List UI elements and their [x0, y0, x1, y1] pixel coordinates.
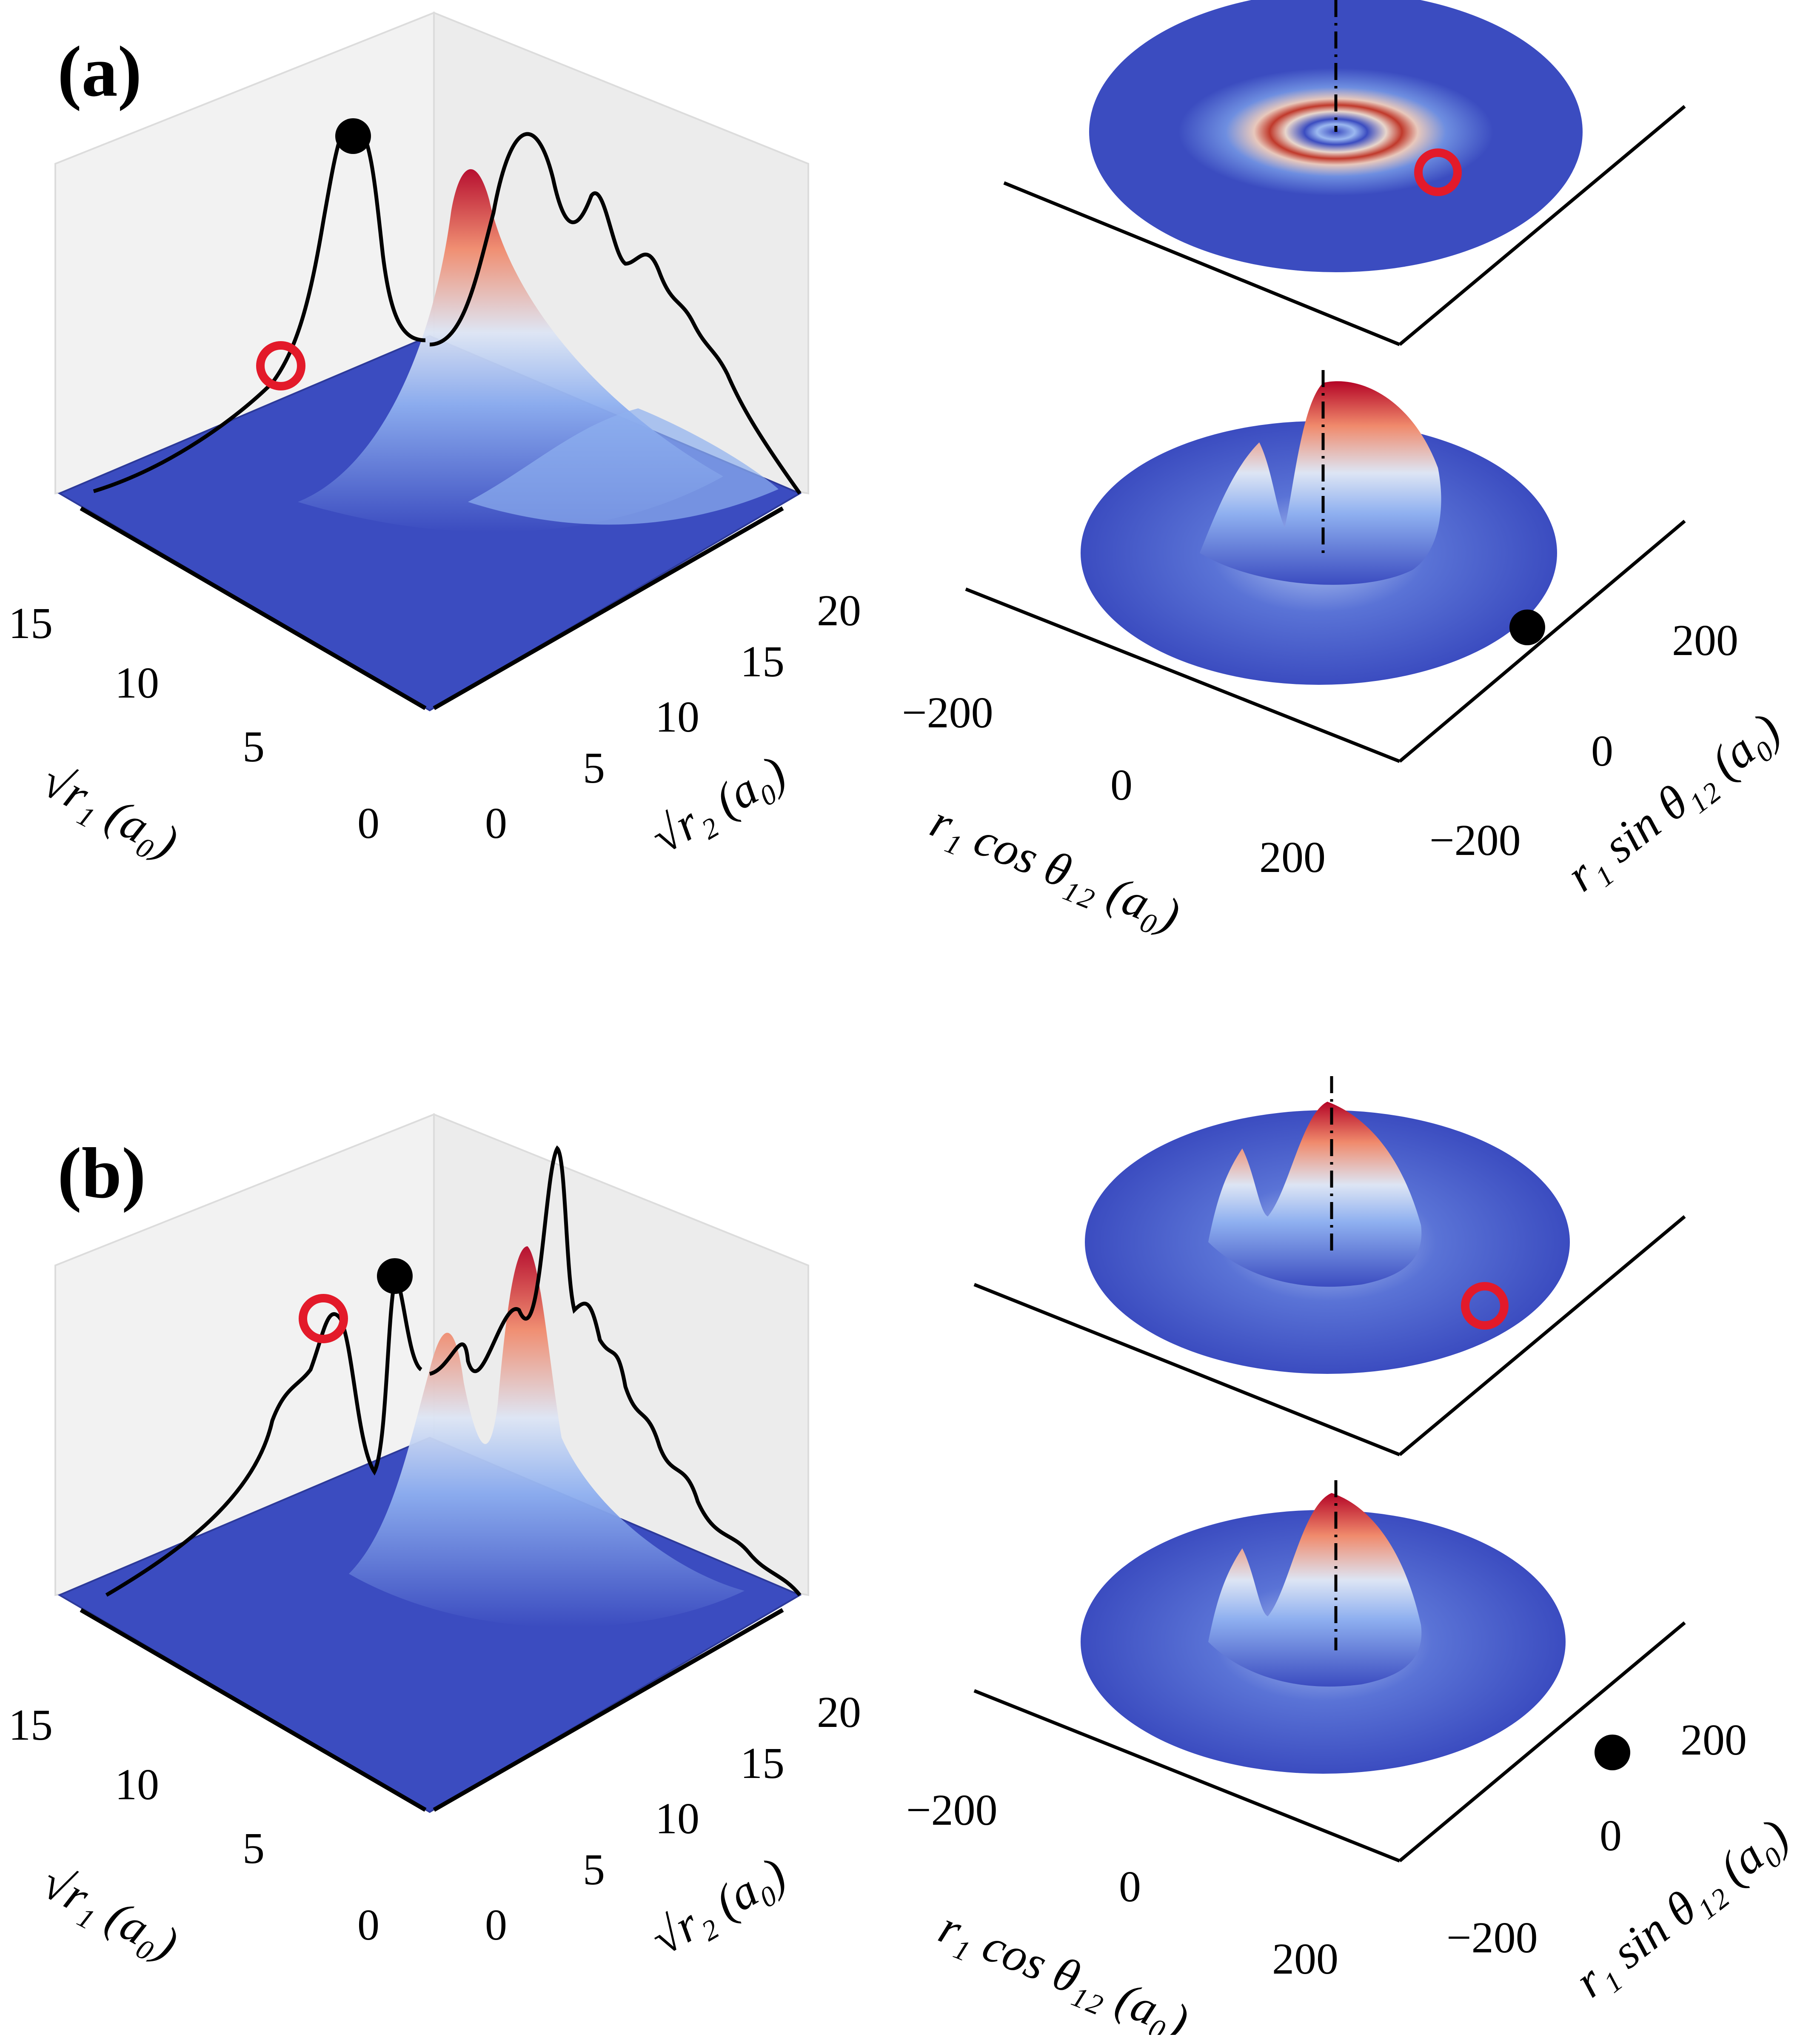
r1-tick-5: 5: [242, 1824, 265, 1873]
x-tick-0: 0: [1119, 1862, 1141, 1911]
r1-axis-label: √r₁ (a₀): [33, 754, 186, 869]
panel-a: (a) 15 10 5 0 0 5 10 15 20: [9, 0, 1790, 942]
x-tick-0: 0: [1110, 761, 1133, 809]
r2-tick-15: 15: [740, 1739, 784, 1788]
open-marker: [299, 1294, 348, 1343]
r1-axis-line: [80, 1608, 427, 1812]
r2-axis-label: √r₂ (a₀): [643, 1847, 795, 1966]
r2-tick-10: 10: [655, 692, 699, 741]
x-tick-200: 200: [1272, 1934, 1338, 1983]
r2-axis-label: √r₂ (a₀): [643, 746, 795, 864]
panel-label-b: (b): [57, 1133, 146, 1213]
filled-marker-disk: [1595, 1735, 1630, 1770]
x-axis-bottom: [965, 587, 1401, 763]
x-axis-label: r₁ cos θ₁₂ (a₀): [924, 795, 1187, 942]
y-tick-neg200: −200: [1429, 816, 1521, 865]
filled-marker-disk: [1509, 610, 1545, 645]
surface-ripples: [468, 408, 779, 525]
r2-tick-20: 20: [817, 1688, 861, 1737]
open-marker: [256, 341, 305, 390]
filled-marker: [377, 1258, 413, 1294]
r1-axis-line: [80, 506, 427, 710]
r2-tick-5: 5: [583, 744, 605, 792]
x-tick-200: 200: [1259, 833, 1326, 882]
x-tick-neg200: −200: [906, 1786, 998, 1835]
r2-tick-10: 10: [655, 1794, 699, 1843]
y-axis-top: [1398, 1215, 1686, 1456]
r1-tick-0: 0: [357, 1900, 379, 1949]
r2-tick-0: 0: [485, 799, 507, 848]
r1-tick-5: 5: [242, 722, 265, 771]
projection-curve-r2: [429, 1145, 802, 1596]
disk-peak-a: [1200, 381, 1441, 585]
r1-tick-15: 15: [9, 1701, 53, 1749]
projection-curve-r1: [93, 121, 426, 493]
x-axis-label: r₁ cos θ₁₂ (a₀): [932, 1900, 1196, 2035]
r2-axis-line: [433, 506, 784, 710]
open-marker-disk: [1414, 148, 1462, 196]
surface-plot-b: 15 10 5 0 0 5 10 15 20 √r₁ (a₀) √r₂ (a₀): [9, 1113, 861, 1971]
panel-label-a: (a): [57, 31, 142, 111]
r1-axis-label: √r₁ (a₀): [33, 1856, 186, 1971]
r2-tick-0: 0: [485, 1900, 507, 1949]
y-axis-bottom: [1398, 519, 1686, 763]
y-axis-top: [1398, 105, 1686, 346]
disk-peak-top-b: [1208, 1102, 1422, 1287]
r1-tick-10: 10: [115, 658, 159, 707]
disk-peak-bottom-b: [1208, 1493, 1422, 1687]
x-axis-top: [973, 1283, 1401, 1456]
y-tick-neg200: −200: [1446, 1913, 1538, 1962]
r2-tick-5: 5: [583, 1845, 605, 1894]
r1-tick-10: 10: [115, 1760, 159, 1809]
projection-curve-r2: [429, 132, 802, 495]
r1-tick-0: 0: [357, 799, 379, 848]
surface-plot-a: 15 10 5 0 0 5 10 15 20 √r₁ (a₀) √r₂ (a₀): [9, 11, 861, 869]
y-tick-0: 0: [1591, 726, 1613, 775]
open-marker-disk: [1461, 1282, 1509, 1330]
x-tick-neg200: −200: [902, 688, 993, 737]
disk-plot-b: −200 0 200 −200 0 200 r₁ cos θ₁₂ (a₀) r₁…: [906, 1076, 1799, 2037]
y-tick-200: 200: [1672, 616, 1738, 665]
disk-plot-a: −200 0 200 −200 0 200 r₁ cos θ₁₂ (a₀) r₁…: [902, 0, 1790, 942]
y-tick-0: 0: [1600, 1811, 1622, 1860]
y-tick-200: 200: [1680, 1715, 1747, 1764]
x-axis-bottom: [973, 1689, 1401, 1863]
r2-tick-15: 15: [740, 637, 784, 686]
surface-peaks: [349, 1246, 745, 1627]
r1-tick-15: 15: [9, 599, 53, 648]
x-axis-top: [1003, 181, 1401, 346]
r2-axis-line: [433, 1608, 784, 1812]
filled-marker: [335, 118, 371, 154]
panel-b: (b) 15 10 5 0 0 5 10 15 20 √r₁ (a₀) √r₂ …: [9, 1076, 1799, 2037]
r2-tick-20: 20: [817, 586, 861, 635]
y-axis-bottom: [1398, 1621, 1686, 1863]
